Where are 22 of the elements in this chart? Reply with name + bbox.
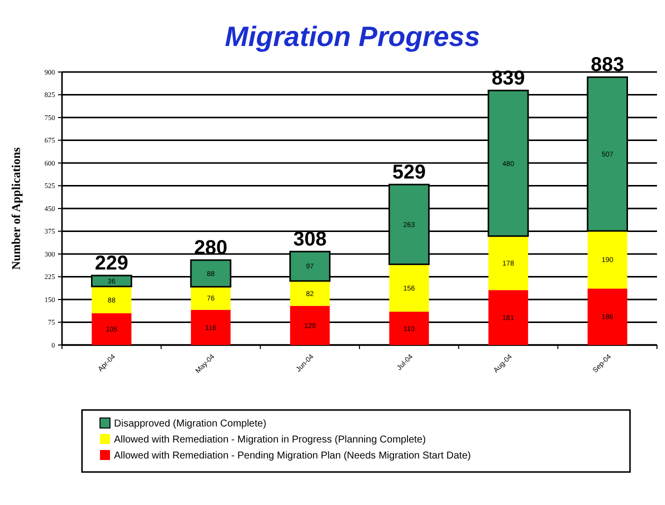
- total-label: 280: [194, 237, 228, 260]
- legend-label: Allowed with Remediation - Migration in Progress (Planning Complete): [114, 434, 426, 446]
- bar: [92, 313, 132, 345]
- legend-label: Disapproved (Migration Complete): [114, 418, 266, 430]
- total-label: 308: [293, 228, 327, 251]
- total-label: 529: [392, 162, 426, 184]
- bar: [389, 264, 429, 312]
- bar: [488, 290, 528, 345]
- bar: [290, 280, 330, 306]
- legend-label: Allowed with Remediation - Pending Migration Plan (Needs Migration Start Date): [114, 450, 471, 462]
- chart-title: Migration Progress: [224, 21, 480, 52]
- y-axis-title: Number of Applications: [9, 146, 23, 270]
- bar: [190, 286, 231, 310]
- bar: [290, 306, 330, 345]
- bar: [389, 312, 429, 345]
- total-label: 229: [94, 252, 128, 275]
- bar: [488, 236, 528, 290]
- bar: [588, 288, 628, 345]
- bar: [190, 310, 231, 345]
- bar: [588, 230, 628, 289]
- bar: [92, 286, 132, 314]
- total-label: 883: [590, 54, 624, 76]
